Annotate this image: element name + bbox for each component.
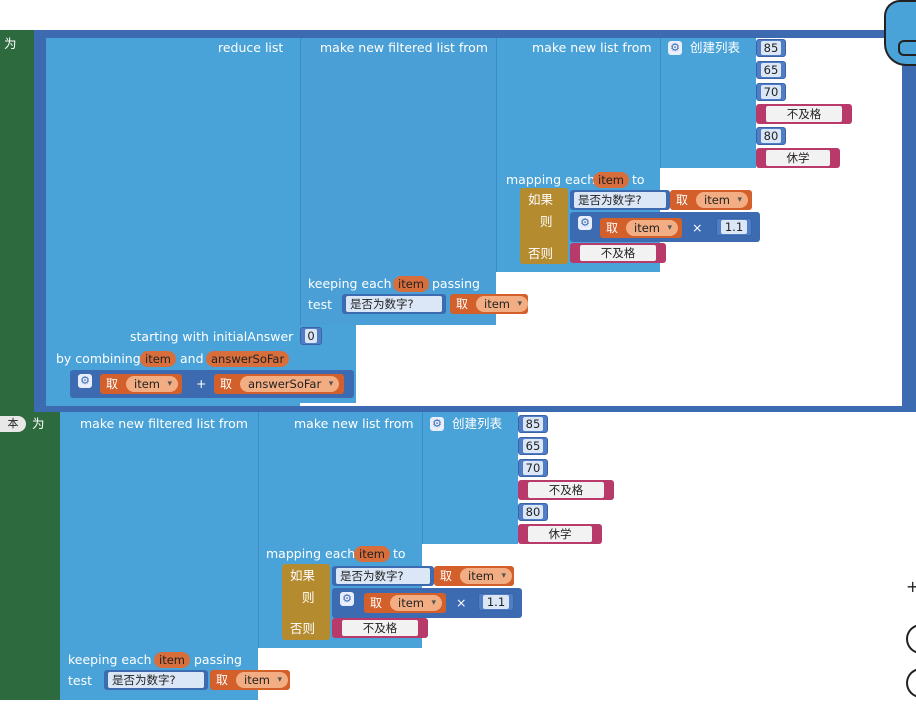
then-label: 则 <box>302 590 315 605</box>
passing-label: passing <box>432 276 480 291</box>
get-item-block[interactable]: 取 item <box>600 218 682 238</box>
initial-number[interactable]: 0 <box>300 327 322 345</box>
else-label: 否则 <box>290 621 316 636</box>
get-item-block[interactable]: 取 item <box>210 670 290 690</box>
keeping-label: keeping each <box>68 652 152 667</box>
multiply-operator[interactable]: × <box>692 220 703 235</box>
is-number-block[interactable]: 是否为数字? <box>332 566 434 586</box>
if-label: 如果 <box>528 192 554 207</box>
trashcan-lid <box>898 40 916 56</box>
then-label: 则 <box>540 214 553 229</box>
mapping-var[interactable]: item <box>593 172 629 188</box>
list-item-string[interactable]: 休学 <box>756 148 840 168</box>
create-list-block[interactable] <box>422 412 518 544</box>
get-item-block[interactable]: 取 item <box>450 294 528 314</box>
factor-number[interactable]: 1.1 <box>716 218 752 236</box>
get-answer-block[interactable]: 取 answerSoFar <box>214 374 344 394</box>
keeping-label: keeping each <box>308 276 392 291</box>
combining-var-item[interactable]: item <box>140 351 176 367</box>
list-item-number[interactable]: 80 <box>756 127 786 145</box>
if-else-block[interactable] <box>520 188 568 264</box>
mapping-label: mapping each <box>506 172 596 187</box>
mapping-to-label: to <box>632 172 645 187</box>
multiply-operator[interactable]: × <box>456 595 467 610</box>
is-number-block[interactable]: 是否为数字? <box>104 670 208 690</box>
item-dropdown[interactable]: item <box>236 672 288 688</box>
list-item-number[interactable]: 65 <box>518 437 548 455</box>
mapping-label: mapping each <box>266 546 356 561</box>
get-item-block[interactable]: 取 item <box>670 190 752 210</box>
test-label: test <box>68 673 93 688</box>
mapping-var[interactable]: item <box>354 546 390 562</box>
filtered-label: make new filtered list from <box>80 416 248 431</box>
list-item-number[interactable]: 70 <box>518 459 548 477</box>
list-item-string[interactable]: 休学 <box>518 524 602 544</box>
get-item-block[interactable]: 取 item <box>364 593 446 613</box>
get-item-block[interactable]: 取 item <box>100 374 182 394</box>
item-dropdown[interactable]: item <box>390 595 442 611</box>
combining-var-answer[interactable]: answerSoFar <box>206 351 290 367</box>
recenter-icon[interactable]: + <box>906 577 916 596</box>
if-label: 如果 <box>290 568 316 583</box>
item-dropdown[interactable]: item <box>126 376 178 392</box>
item-dropdown[interactable]: item <box>696 192 748 208</box>
plus-operator[interactable]: + <box>196 376 207 391</box>
else-value-string[interactable]: 不及格 <box>570 243 666 263</box>
item-dropdown[interactable]: item <box>626 220 678 236</box>
factor-number[interactable]: 1.1 <box>478 593 514 611</box>
mapping-to-label: to <box>393 546 406 561</box>
get-item-block[interactable]: 取 item <box>434 566 514 586</box>
item-dropdown[interactable]: item <box>476 296 528 312</box>
list-item-string[interactable]: 不及格 <box>756 104 852 124</box>
list-item-number[interactable]: 85 <box>756 39 786 57</box>
item-dropdown[interactable]: item <box>460 568 512 584</box>
gear-icon[interactable]: ⚙ <box>340 592 354 606</box>
starting-label: starting with initialAnswer <box>130 329 294 344</box>
variable-assign-label: 为 <box>4 36 17 51</box>
create-list-block[interactable] <box>660 38 756 168</box>
create-list-label: 创建列表 <box>452 416 503 431</box>
create-list-label: 创建列表 <box>690 40 741 55</box>
answer-dropdown[interactable]: answerSoFar <box>240 376 340 392</box>
zoom-out-icon[interactable] <box>906 668 916 698</box>
gear-icon[interactable]: ⚙ <box>430 417 444 431</box>
list-item-string[interactable]: 不及格 <box>518 480 614 500</box>
and-label: and <box>180 351 204 366</box>
zoom-in-icon[interactable] <box>906 624 916 654</box>
global-variable-block-2[interactable] <box>0 412 60 700</box>
gear-icon[interactable]: ⚙ <box>78 374 92 388</box>
gear-icon[interactable]: ⚙ <box>578 216 592 230</box>
is-number-block[interactable]: 是否为数字? <box>570 190 670 210</box>
else-label: 否则 <box>528 246 554 261</box>
is-number-block[interactable]: 是否为数字? <box>342 294 446 314</box>
keeping-var[interactable]: item <box>393 276 429 292</box>
newlist-label: make new list from <box>532 40 652 55</box>
else-value-string[interactable]: 不及格 <box>332 618 428 638</box>
list-item-number[interactable]: 65 <box>756 61 786 79</box>
combining-label: by combining <box>56 351 141 366</box>
reduce-label: reduce list <box>218 40 284 55</box>
newlist-label: make new list from <box>294 416 414 431</box>
global-variable-block-1[interactable]: 为 <box>0 30 34 412</box>
keeping-var[interactable]: item <box>154 652 190 668</box>
passing-label: passing <box>194 652 242 667</box>
if-else-block[interactable] <box>282 564 330 640</box>
trashcan-icon[interactable] <box>884 0 916 66</box>
filtered-label: make new filtered list from <box>320 40 488 55</box>
test-label: test <box>308 297 333 312</box>
variable-name-tail[interactable]: 本 <box>0 416 26 432</box>
gear-icon[interactable]: ⚙ <box>668 41 682 55</box>
variable-assign-label: 为 <box>32 416 45 431</box>
list-item-number[interactable]: 80 <box>518 503 548 521</box>
list-item-number[interactable]: 85 <box>518 415 548 433</box>
list-item-number[interactable]: 70 <box>756 83 786 101</box>
